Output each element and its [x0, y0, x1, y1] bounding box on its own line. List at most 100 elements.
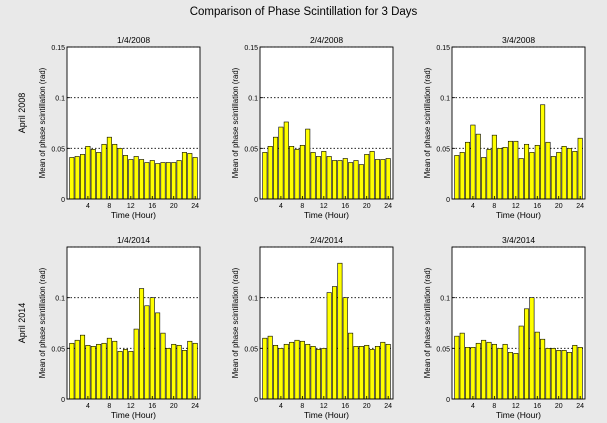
x-tick-label: 8: [492, 403, 496, 410]
bar: [171, 162, 177, 200]
bar: [332, 286, 338, 400]
y-tick-label: 0.1: [248, 296, 258, 303]
bar: [305, 343, 311, 400]
bar: [529, 297, 535, 400]
bar: [491, 343, 497, 400]
bar: [273, 136, 279, 200]
x-tick-label: 4: [471, 403, 475, 410]
bar: [133, 328, 139, 400]
bar: [561, 350, 567, 400]
bar: [353, 346, 359, 400]
x-tick-label: 16: [148, 203, 156, 210]
bar: [96, 152, 102, 200]
bar: [165, 348, 171, 400]
bar: [566, 148, 572, 200]
y-tick-label: 0.05: [436, 146, 450, 153]
bar: [294, 339, 300, 400]
x-tick-label: 16: [533, 403, 541, 410]
y-axis-label: Mean of phase scintillation (rad): [231, 67, 240, 178]
y-tick-label: 0.1: [248, 96, 258, 103]
x-tick-label: 4: [279, 403, 283, 410]
bar: [556, 350, 562, 400]
bar: [369, 151, 375, 200]
axes-frame: [259, 46, 394, 200]
bar: [155, 163, 161, 200]
bar: [577, 137, 583, 200]
bar: [540, 104, 546, 200]
x-tick-label: 24: [191, 403, 199, 410]
bar: [566, 352, 572, 400]
bar: [273, 344, 279, 400]
bar: [529, 152, 535, 200]
bar: [358, 164, 364, 200]
bar: [465, 141, 471, 200]
x-tick-label: 8: [107, 403, 111, 410]
x-tick-label: 20: [363, 203, 371, 210]
bar: [149, 297, 155, 400]
bar: [534, 331, 540, 400]
bar: [144, 162, 150, 200]
bar: [507, 352, 513, 400]
bar: [160, 162, 166, 200]
bar: [74, 156, 80, 200]
subplot-title: 2/4/2014: [310, 235, 343, 245]
y-tick-label: 0.15: [244, 45, 258, 52]
bar: [139, 159, 145, 200]
bar: [550, 348, 556, 400]
axes-frame: [259, 246, 394, 400]
bar: [69, 157, 75, 200]
x-axis-label: Time (Hour): [304, 410, 349, 420]
x-tick-label: 12: [512, 403, 520, 410]
bar: [364, 344, 370, 400]
y-axis-label: Mean of phase scintillation (rad): [38, 267, 47, 378]
x-tick-label: 20: [555, 403, 563, 410]
axes-frame: [66, 246, 201, 400]
bar: [85, 344, 91, 400]
bar: [315, 156, 321, 200]
bar: [561, 146, 567, 200]
bar: [470, 347, 476, 400]
y-tick-label: 0: [61, 397, 65, 404]
bar: [481, 157, 487, 200]
subplot-title: 3/4/2008: [502, 35, 535, 45]
bar: [192, 342, 198, 400]
bar: [550, 156, 556, 200]
bar: [294, 149, 300, 200]
bar: [459, 332, 465, 400]
bar: [321, 348, 327, 400]
bar: [187, 153, 193, 200]
bar: [337, 160, 343, 200]
x-tick-label: 8: [492, 203, 496, 210]
bar: [80, 154, 86, 200]
x-tick-label: 16: [533, 203, 541, 210]
bar: [337, 262, 343, 400]
bar: [342, 297, 348, 400]
x-tick-label: 24: [576, 403, 584, 410]
axes-frame: [66, 46, 201, 200]
bar: [283, 343, 289, 400]
bar: [358, 346, 364, 400]
bar: [513, 140, 519, 200]
bar: [262, 337, 268, 400]
bar: [326, 292, 332, 400]
bar: [160, 332, 166, 400]
subplot-1: 0 0.05 0.1 0.15 4 8 12 16 20 24 1/4/2008 Time (Hour…: [38, 35, 201, 220]
bar: [267, 146, 273, 200]
bar: [278, 348, 284, 400]
y-axis-label: Mean of phase scintillation (rad): [231, 267, 240, 378]
x-tick-label: 12: [127, 403, 135, 410]
x-tick-label: 16: [148, 403, 156, 410]
bar: [289, 146, 295, 200]
bar: [374, 159, 380, 200]
bar: [133, 156, 139, 200]
x-axis-label: Time (Hour): [111, 210, 156, 220]
y-tick-label: 0.15: [51, 45, 65, 52]
bar: [545, 348, 551, 400]
bar: [278, 126, 284, 200]
bar: [518, 325, 524, 400]
bar: [577, 347, 583, 400]
bar: [176, 344, 182, 400]
bar: [326, 156, 332, 200]
bar: [310, 346, 316, 400]
